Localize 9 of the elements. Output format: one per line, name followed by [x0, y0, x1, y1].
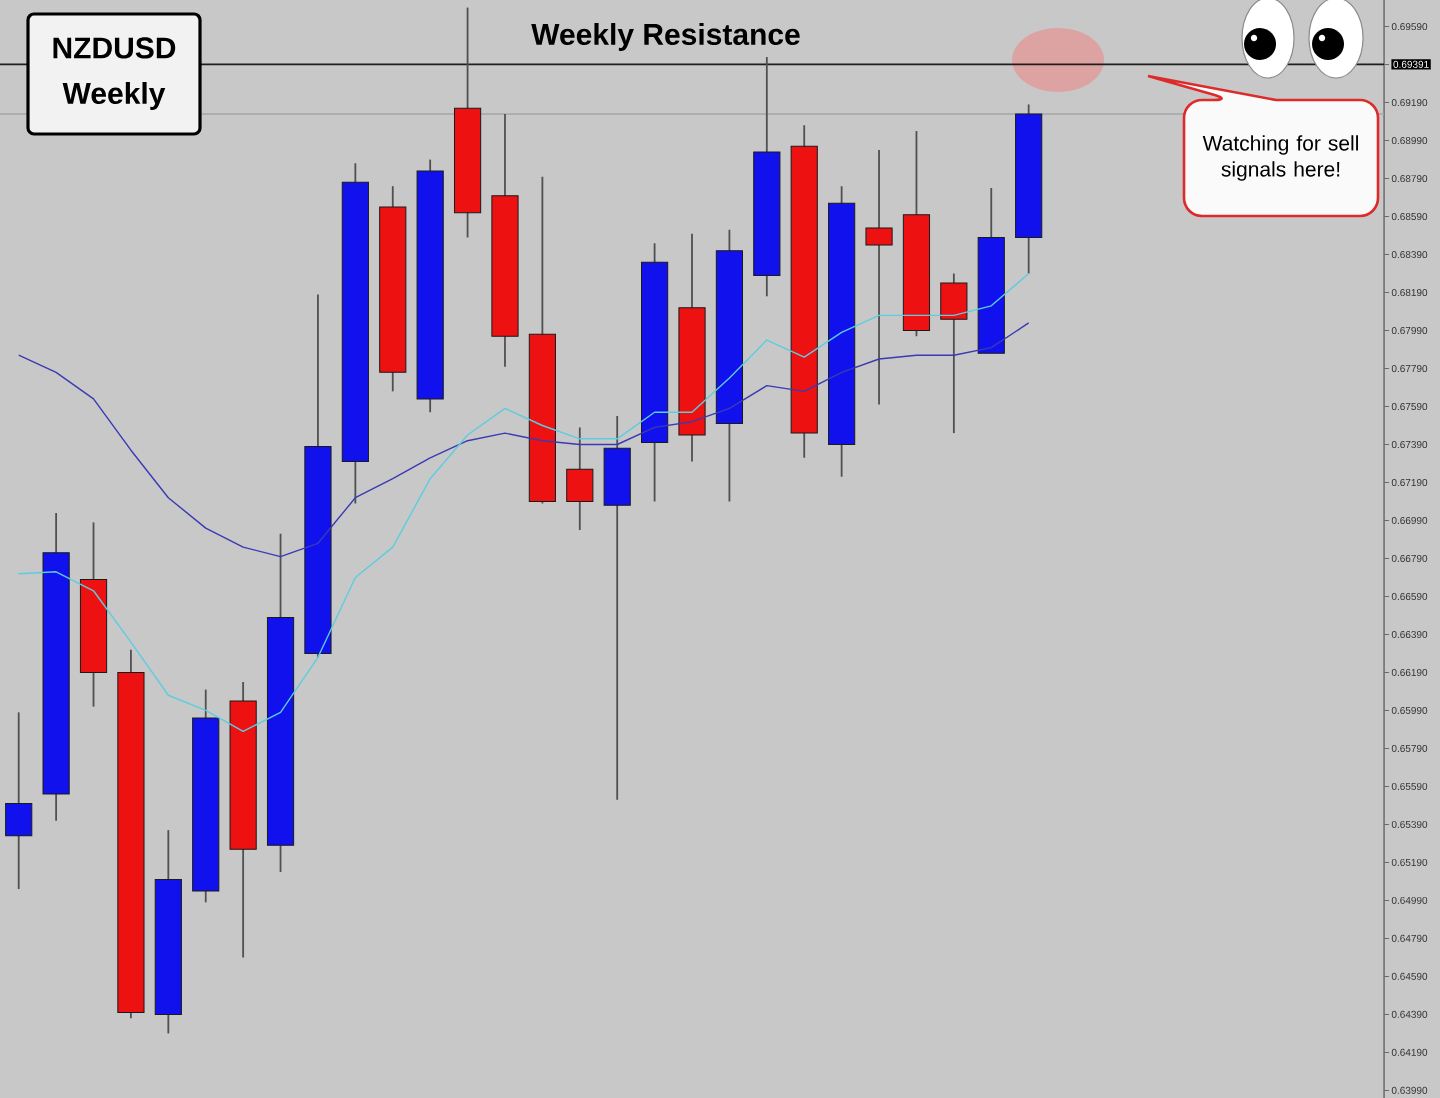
text: Weekly: [62, 82, 166, 110]
line-series: [18, 322, 1030, 558]
annotation: Watching for sell signals here!: [1202, 135, 1358, 181]
candlestick: [566, 426, 594, 531]
candlestick: [940, 272, 968, 435]
candlestick: [5, 711, 33, 890]
candlestick: [865, 149, 893, 406]
text: NZDUSD: [53, 37, 176, 59]
ref-line-label: Weekly Resistance: [531, 23, 800, 51]
